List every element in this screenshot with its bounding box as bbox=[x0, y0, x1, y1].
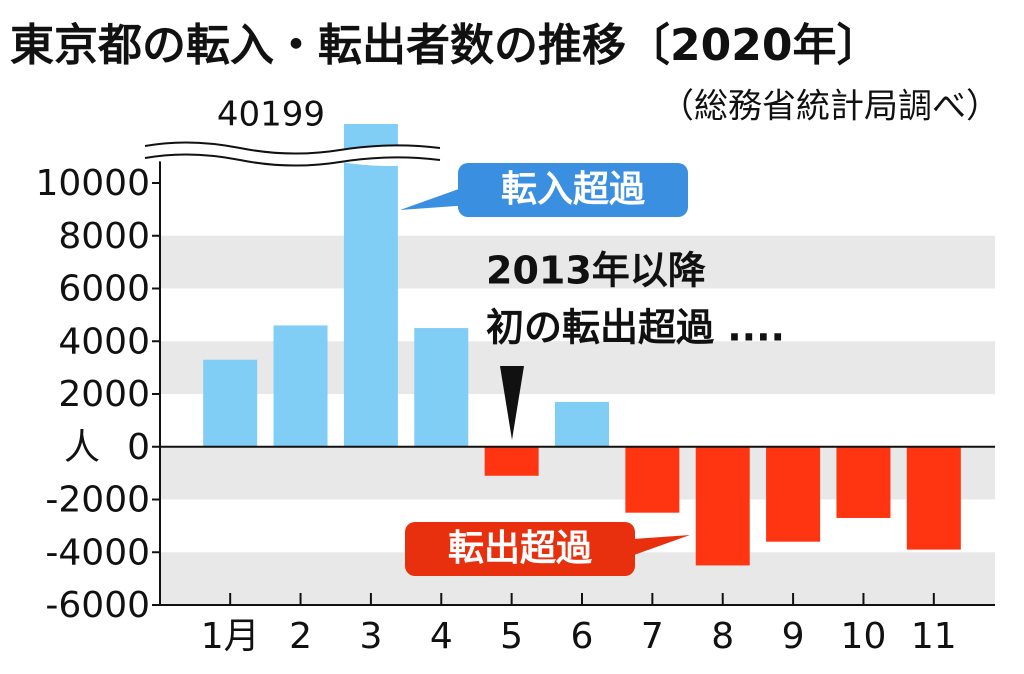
y-tick-label: -2000 bbox=[45, 480, 150, 521]
y-tick-label: 10000 bbox=[35, 163, 150, 204]
x-tick-label: 6 bbox=[571, 616, 594, 657]
bar bbox=[203, 359, 258, 447]
y-tick-label: 0 bbox=[127, 427, 150, 468]
annotation: 転出超過 bbox=[448, 528, 593, 569]
grid-band bbox=[160, 235, 995, 289]
x-tick-label: 9 bbox=[782, 616, 805, 657]
axis-break bbox=[144, 141, 441, 155]
x-tick-label: 7 bbox=[641, 616, 664, 657]
x-tick-label: 5 bbox=[500, 616, 523, 657]
callout-box bbox=[458, 163, 688, 217]
y-tick-label: 8000 bbox=[58, 216, 150, 257]
y-axis-label: 人 bbox=[64, 427, 100, 468]
annotation: 転入超過 bbox=[501, 169, 646, 210]
annotation: 2013年以降 bbox=[486, 249, 706, 293]
bar bbox=[555, 401, 609, 447]
chart-title: 東京都の転入・転出者数の推移〔2020年〕 bbox=[10, 20, 880, 71]
bar bbox=[695, 446, 750, 566]
bar bbox=[414, 328, 469, 447]
bar bbox=[836, 446, 891, 518]
y-tick-label: 4000 bbox=[58, 321, 150, 362]
y-tick-label: 6000 bbox=[58, 269, 150, 310]
bar bbox=[343, 124, 398, 447]
callout-pointer bbox=[620, 535, 690, 560]
annotation: 初の転出超過 .... bbox=[486, 306, 785, 350]
callout-box bbox=[405, 522, 635, 576]
x-tick-label: 10 bbox=[841, 616, 887, 657]
y-tick-label: -6000 bbox=[45, 585, 150, 626]
x-tick-label: 11 bbox=[911, 616, 957, 657]
x-tick-label: 8 bbox=[711, 616, 734, 657]
value-label: 40199 bbox=[217, 95, 325, 135]
bar bbox=[766, 446, 821, 542]
x-tick-label: 3 bbox=[359, 616, 382, 657]
x-tick-label: 4 bbox=[430, 616, 453, 657]
axis-break bbox=[144, 153, 441, 167]
y-tick-label: -4000 bbox=[45, 532, 150, 573]
bar bbox=[625, 446, 680, 513]
callout-pointer bbox=[400, 185, 470, 210]
annotation-arrow bbox=[500, 366, 524, 440]
x-tick-label: 1月 bbox=[201, 616, 260, 657]
x-tick-label: 2 bbox=[289, 616, 312, 657]
bar bbox=[484, 446, 539, 476]
chart-subtitle: （総務省統計局調べ） bbox=[660, 87, 1000, 127]
y-tick-label: 2000 bbox=[58, 374, 150, 415]
bar bbox=[906, 446, 961, 550]
bar bbox=[273, 325, 328, 447]
